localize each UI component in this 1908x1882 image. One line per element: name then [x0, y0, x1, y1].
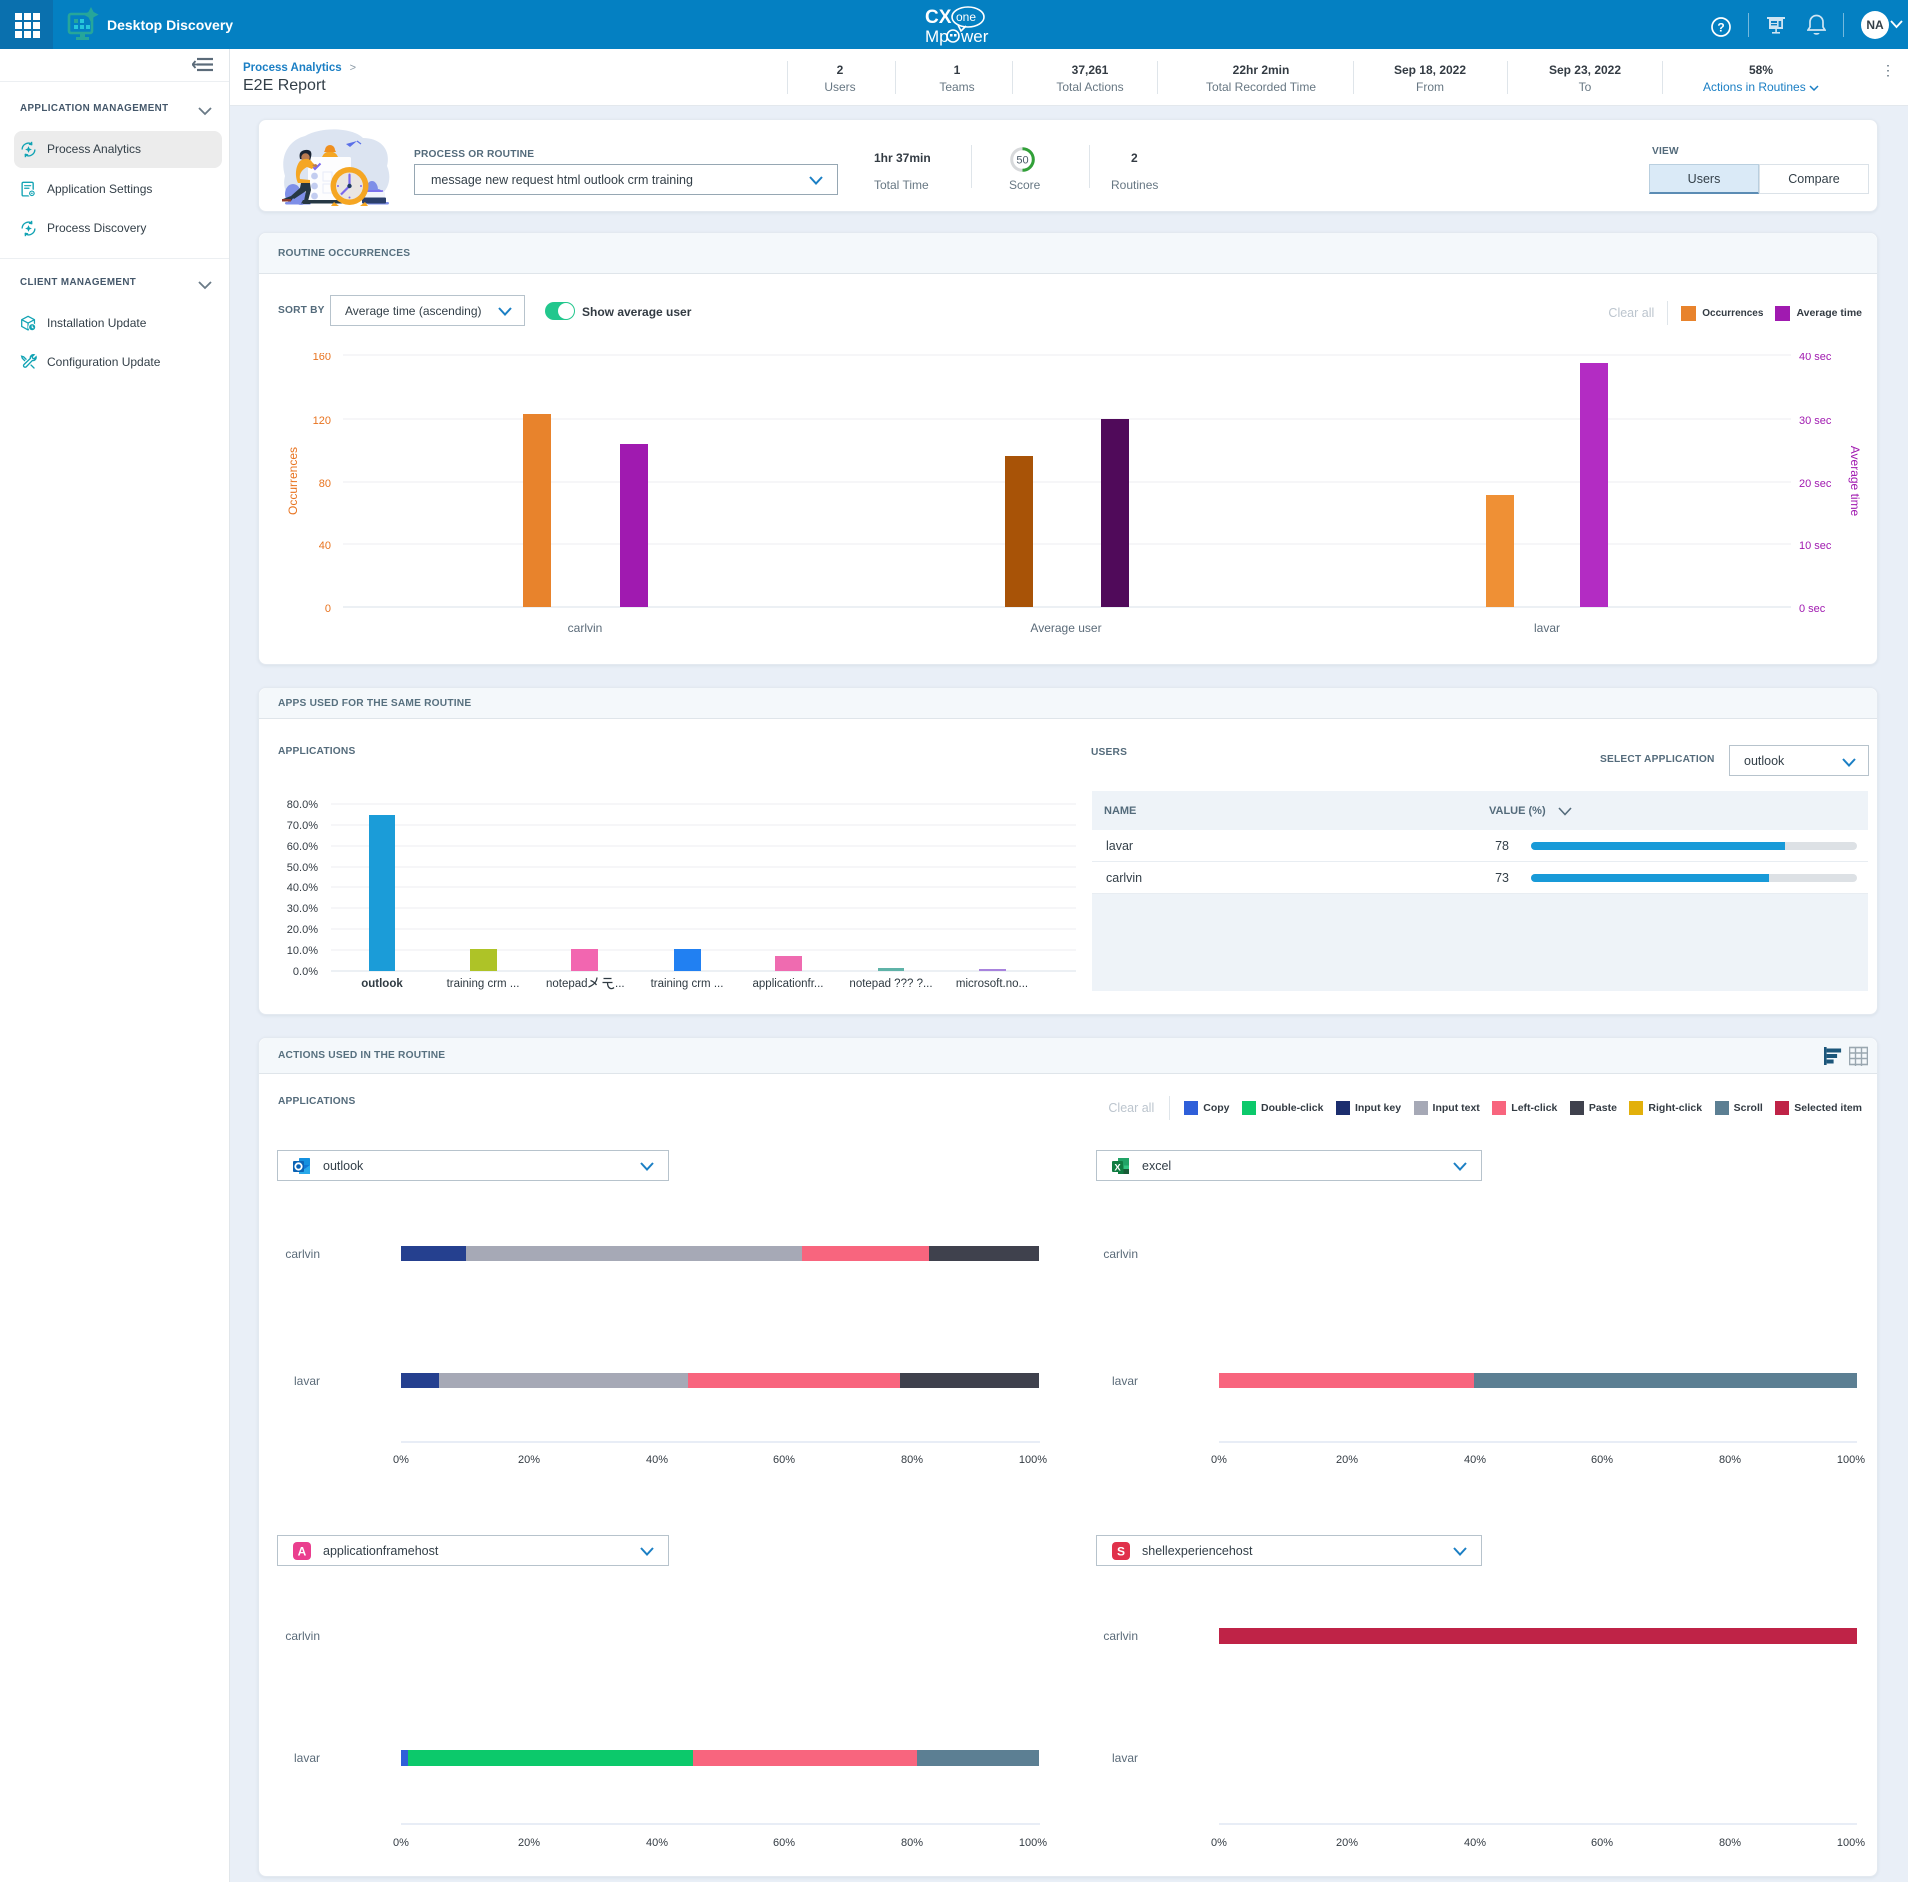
svg-text:applicationfr...: applicationfr... — [753, 978, 824, 990]
svg-text:20%: 20% — [518, 1454, 540, 1466]
svg-text:50.0%: 50.0% — [287, 862, 318, 874]
svg-text:60%: 60% — [773, 1454, 795, 1466]
svg-text:S: S — [1117, 1545, 1125, 1559]
svg-text:80: 80 — [319, 478, 331, 490]
svg-text:...: ... — [615, 978, 625, 990]
svg-text:30.0%: 30.0% — [287, 903, 318, 915]
svg-text:40 sec: 40 sec — [1799, 353, 1832, 363]
svg-text:100%: 100% — [1837, 1837, 1865, 1849]
svg-text:40%: 40% — [646, 1837, 668, 1849]
svg-text:wer: wer — [960, 27, 989, 46]
svg-text:0 sec: 0 sec — [1799, 603, 1826, 615]
svg-text:70.0%: 70.0% — [287, 820, 318, 832]
svg-text:0%: 0% — [393, 1454, 409, 1466]
svg-text:one: one — [956, 10, 976, 24]
svg-text:20%: 20% — [1336, 1454, 1358, 1466]
svg-text:carlvin: carlvin — [285, 1247, 320, 1261]
svg-text:0: 0 — [325, 603, 331, 615]
svg-text:100%: 100% — [1019, 1837, 1047, 1849]
svg-text:lavar: lavar — [1112, 1751, 1138, 1765]
svg-text:80%: 80% — [1719, 1837, 1741, 1849]
svg-text:40.0%: 40.0% — [287, 882, 318, 894]
svg-text:120: 120 — [313, 415, 331, 427]
svg-text:carlvin: carlvin — [1103, 1247, 1138, 1261]
svg-text:carlvin: carlvin — [568, 621, 603, 635]
svg-text:10.0%: 10.0% — [287, 945, 318, 957]
svg-text:lavar: lavar — [294, 1751, 320, 1765]
svg-text:40%: 40% — [646, 1454, 668, 1466]
svg-text:carlvin: carlvin — [285, 1629, 320, 1643]
svg-text:lavar: lavar — [1534, 621, 1560, 635]
svg-text:0%: 0% — [1211, 1837, 1227, 1849]
svg-text:60.0%: 60.0% — [287, 841, 318, 853]
svg-text:20 sec: 20 sec — [1799, 478, 1832, 490]
svg-text:outlook: outlook — [361, 978, 403, 990]
svg-text:80%: 80% — [901, 1837, 923, 1849]
svg-text:carlvin: carlvin — [1103, 1629, 1138, 1643]
svg-text:60%: 60% — [773, 1837, 795, 1849]
svg-text:lavar: lavar — [294, 1374, 320, 1388]
svg-text:40%: 40% — [1464, 1454, 1486, 1466]
svg-text:0%: 0% — [393, 1837, 409, 1849]
svg-text:50: 50 — [1016, 155, 1028, 167]
svg-text:Mp: Mp — [925, 27, 949, 46]
svg-text:80%: 80% — [901, 1454, 923, 1466]
svg-text:A: A — [298, 1545, 307, 1559]
svg-text:microsoft.no...: microsoft.no... — [956, 978, 1028, 990]
svg-text:training crm ...: training crm ... — [651, 978, 724, 990]
svg-text:40%: 40% — [1464, 1837, 1486, 1849]
svg-text:80.0%: 80.0% — [287, 799, 318, 811]
svg-text:40: 40 — [319, 540, 331, 552]
svg-text:notepad ??? ?...: notepad ??? ?... — [849, 978, 932, 990]
svg-text:20%: 20% — [1336, 1837, 1358, 1849]
svg-text:60%: 60% — [1591, 1837, 1613, 1849]
svg-text:0%: 0% — [1211, 1454, 1227, 1466]
svg-text:notepad: notepad — [546, 978, 588, 990]
svg-text:20.0%: 20.0% — [287, 924, 318, 936]
svg-text:60%: 60% — [1591, 1454, 1613, 1466]
svg-text:lavar: lavar — [1112, 1374, 1138, 1388]
svg-text:training crm ...: training crm ... — [447, 978, 520, 990]
svg-text:0.0%: 0.0% — [293, 966, 318, 978]
svg-text:X: X — [1114, 1163, 1121, 1174]
svg-text:20%: 20% — [518, 1837, 540, 1849]
svg-text:30 sec: 30 sec — [1799, 415, 1832, 427]
svg-text:Occurrences: Occurrences — [286, 447, 300, 515]
svg-text:100%: 100% — [1837, 1454, 1865, 1466]
svg-text:10 sec: 10 sec — [1799, 540, 1832, 552]
svg-text:?: ? — [1717, 21, 1724, 35]
svg-text:Average user: Average user — [1030, 621, 1101, 635]
svg-text:CX: CX — [925, 7, 952, 28]
svg-text:Average time: Average time — [1848, 446, 1862, 517]
svg-text:80%: 80% — [1719, 1454, 1741, 1466]
svg-text:100%: 100% — [1019, 1454, 1047, 1466]
svg-text:160: 160 — [313, 353, 331, 363]
